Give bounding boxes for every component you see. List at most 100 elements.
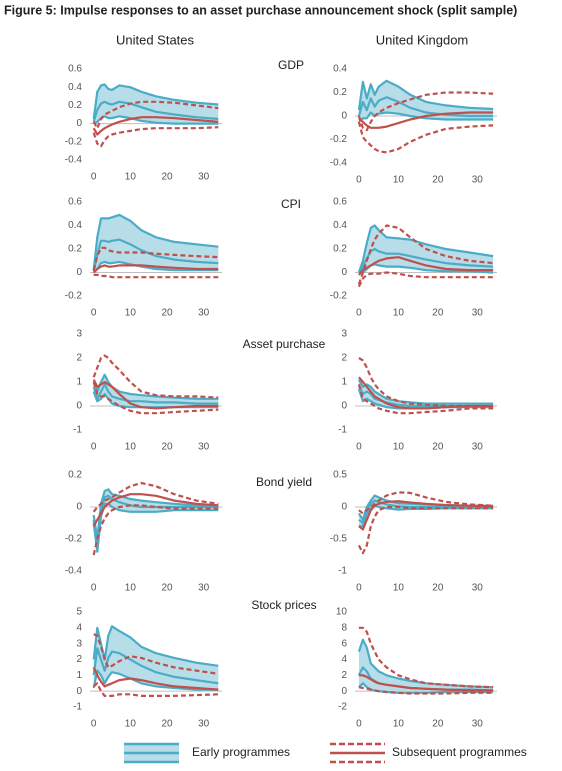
y-tick-label: 4	[341, 654, 347, 665]
row-title: GDP	[278, 58, 304, 72]
band-area	[93, 626, 219, 690]
median-line	[92, 383, 219, 405]
upper-line	[357, 79, 494, 111]
x-tick-label: 30	[198, 719, 210, 730]
y-tick-label: -0.4	[330, 158, 348, 169]
x-tick-label: 20	[432, 308, 444, 319]
band-area	[358, 379, 494, 409]
x-tick-label: 30	[198, 308, 210, 319]
x-tick-label: 10	[393, 175, 405, 186]
x-tick-label: 20	[161, 172, 173, 183]
lower-line	[357, 271, 494, 288]
x-tick-label: 0	[356, 308, 362, 319]
upper-line	[358, 357, 494, 408]
median-line	[358, 111, 494, 129]
y-tick-label: -0.2	[330, 291, 348, 302]
x-tick-label: 10	[125, 442, 137, 453]
median-line	[92, 666, 219, 691]
lower-line	[358, 504, 494, 528]
upper-line	[92, 83, 219, 120]
x-tick-label: 10	[125, 583, 137, 594]
upper-line	[92, 100, 219, 130]
y-tick-label: 10	[336, 607, 348, 618]
x-tick-label: 10	[393, 583, 405, 594]
x-tick-label: 30	[198, 172, 210, 183]
y-tick-label: 0.2	[68, 470, 82, 481]
lower-line	[357, 121, 494, 154]
x-tick-label: 10	[393, 442, 405, 453]
lower-line	[92, 126, 219, 148]
median-line	[358, 674, 494, 692]
band-area	[93, 84, 219, 124]
y-tick-label: 0	[76, 686, 82, 697]
upper-line	[358, 491, 494, 515]
median-line	[92, 264, 219, 274]
median-line	[358, 376, 494, 410]
median-line	[92, 116, 219, 136]
y-tick-label: 0.2	[333, 87, 347, 98]
upper-line	[357, 224, 494, 285]
lower-line	[92, 504, 219, 556]
y-tick-label: 0.6	[68, 197, 82, 208]
y-tick-label: 1	[76, 670, 82, 681]
y-tick-label: 1	[76, 377, 82, 388]
row-title: Asset purchase	[243, 337, 326, 351]
x-tick-label: 0	[356, 583, 362, 594]
lower-line	[357, 384, 494, 415]
x-tick-label: 0	[356, 442, 362, 453]
x-tick-label: 30	[472, 308, 484, 319]
y-tick-label: 8	[341, 622, 347, 633]
band-area	[358, 495, 494, 527]
x-tick-label: 0	[91, 583, 97, 594]
x-tick-label: 20	[432, 719, 444, 730]
y-tick-label: 0	[341, 111, 347, 122]
row-title: CPI	[281, 197, 301, 211]
x-tick-label: 20	[432, 442, 444, 453]
y-tick-label: 0	[341, 267, 347, 278]
median-line	[92, 647, 219, 685]
x-tick-label: 20	[161, 442, 173, 453]
y-tick-label: 0.2	[68, 244, 82, 255]
x-tick-label: 20	[161, 308, 173, 319]
x-tick-label: 0	[356, 719, 362, 730]
lower-line	[92, 260, 219, 274]
x-tick-label: 30	[472, 583, 484, 594]
upper-line	[357, 224, 494, 273]
upper-line	[358, 626, 494, 689]
y-tick-label: 0.5	[333, 470, 347, 481]
x-tick-label: 30	[198, 442, 210, 453]
upper-line	[92, 246, 219, 271]
y-tick-label: -1	[73, 425, 82, 436]
column-title: United States	[116, 32, 195, 47]
y-tick-label: 2	[341, 353, 347, 364]
y-tick-label: -0.2	[65, 136, 83, 147]
y-tick-label: -1	[338, 425, 347, 436]
median-line	[358, 256, 494, 276]
x-tick-label: 30	[472, 442, 484, 453]
legend-label: Early programmes	[192, 745, 290, 759]
median-line	[358, 500, 494, 531]
x-tick-label: 30	[472, 719, 484, 730]
lower-line	[92, 381, 219, 415]
figure-title: Figure 5: Impulse responses to an asset …	[4, 3, 517, 17]
lower-line	[92, 682, 219, 698]
median-line	[92, 379, 219, 410]
y-tick-label: 0	[341, 686, 347, 697]
y-tick-label: -2	[338, 702, 347, 713]
x-tick-label: 20	[432, 583, 444, 594]
upper-line	[92, 373, 219, 400]
x-tick-label: 10	[125, 172, 137, 183]
y-tick-label: 0	[76, 267, 82, 278]
upper-line	[92, 213, 219, 271]
y-tick-label: 0.4	[68, 220, 82, 231]
upper-line	[357, 91, 494, 132]
upper-line	[92, 481, 219, 513]
lower-line	[92, 669, 219, 691]
y-tick-label: 5	[76, 607, 82, 618]
lower-line	[358, 686, 494, 695]
x-tick-label: 10	[125, 719, 137, 730]
y-tick-label: -0.2	[65, 291, 83, 302]
y-tick-label: 3	[76, 638, 82, 649]
y-tick-label: 2	[341, 670, 347, 681]
